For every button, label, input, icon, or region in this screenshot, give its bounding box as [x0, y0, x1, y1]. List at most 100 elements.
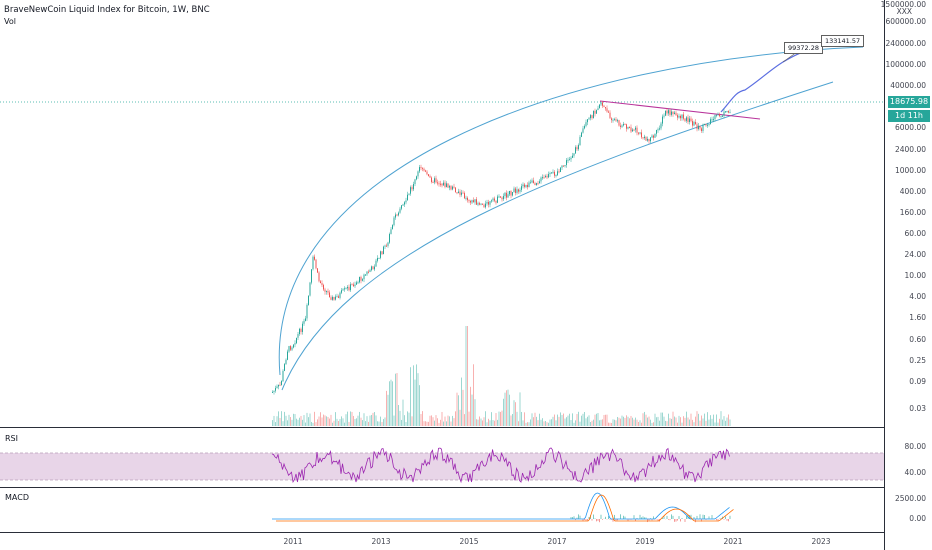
volume-bar [680, 417, 681, 426]
rsi-series [271, 447, 730, 484]
volume-bar [717, 422, 719, 426]
volume-bar [405, 421, 407, 426]
macd-histogram-bar [624, 516, 626, 519]
volume-bar [516, 411, 518, 426]
macd-line [272, 492, 730, 520]
macd-histogram-bar [689, 515, 690, 519]
channel-upper-curve[interactable] [278, 46, 864, 376]
volume-bar [669, 418, 671, 426]
volume-bar [641, 422, 642, 426]
volume-bar [480, 418, 482, 426]
volume-bar [282, 421, 284, 426]
volume-bar [408, 412, 410, 426]
macd-histogram-bar [587, 519, 588, 521]
volume-bar [636, 419, 638, 426]
volume-bar [386, 390, 387, 426]
macd-histogram-bar [693, 516, 695, 519]
volume-bar [326, 416, 327, 426]
volume-bar [638, 421, 639, 426]
macd-histogram-bar [600, 514, 602, 519]
volume-bar [591, 420, 593, 426]
volume-bar [705, 420, 707, 426]
volume-bar [528, 422, 530, 426]
descending-trendline[interactable] [599, 100, 761, 120]
volume-bar [687, 417, 689, 426]
volume-bar [581, 415, 582, 426]
volume-bar [300, 415, 302, 426]
volume-bar [392, 381, 393, 426]
volume-bar [417, 373, 419, 426]
volume-bar [726, 417, 728, 426]
macd-histogram-bar [726, 519, 728, 521]
volume-bar [719, 418, 720, 426]
volume-bar [281, 411, 282, 426]
volume-bar [363, 413, 365, 426]
volume-bar [389, 381, 390, 426]
target-callout-1[interactable]: 99372.28 [784, 42, 824, 54]
volume-bar [315, 422, 317, 426]
volume-bar [579, 421, 581, 426]
rsi-tick: 40.00 [904, 468, 926, 477]
macd-histogram-bar [674, 519, 675, 522]
macd-label: MACD [5, 493, 29, 502]
macd-histogram-bar [602, 519, 603, 520]
macd-histogram-bar [599, 519, 600, 523]
target-callout-2[interactable]: 133141.57 [821, 35, 865, 47]
macd-histogram-bar [677, 519, 678, 521]
volume-bar [428, 421, 429, 426]
macd-histogram-bar [695, 519, 696, 523]
volume-bar [507, 389, 509, 426]
volume-bar [272, 420, 273, 426]
macd-histogram-bar [681, 517, 683, 519]
volume-bar [465, 326, 467, 426]
macd-histogram-bar [573, 516, 575, 519]
price-tick: 400.00 [899, 187, 926, 196]
macd-histogram-bar [608, 515, 609, 519]
price-tick: 600000.00 [885, 17, 926, 26]
channel-lower-curve[interactable] [281, 81, 834, 391]
volume-bar [342, 418, 344, 426]
volume-bar [396, 373, 398, 426]
price-tick: 240000.00 [885, 39, 926, 48]
macd-histogram-bar [648, 519, 650, 521]
volume-bar [357, 415, 359, 426]
volume-bar [600, 419, 602, 426]
price-tick: 100000.00 [885, 60, 926, 69]
macd-histogram-bar [593, 514, 594, 519]
price-tick: 0.09 [909, 377, 926, 386]
volume-bar [612, 419, 614, 426]
time-tick: 2021 [723, 537, 743, 546]
volume-bar [296, 418, 297, 426]
rsi-tick: 80.00 [904, 442, 926, 451]
volume-bar [413, 365, 414, 426]
volume-bar [590, 422, 591, 426]
macd-histogram-bar [702, 514, 704, 519]
macd-histogram-bar [639, 514, 641, 519]
volume-bar [324, 415, 326, 426]
macd-histogram-bar [641, 517, 642, 519]
price-candle [272, 391, 273, 393]
rsi-band [0, 453, 884, 480]
volume-bar [320, 412, 321, 426]
volume-bar [432, 417, 434, 426]
volume-bar [335, 412, 336, 426]
volume-bar [677, 422, 678, 426]
volume-bar [728, 414, 729, 426]
volume-bar [551, 419, 552, 426]
macd-histogram-bar [605, 516, 606, 519]
volume-bar [546, 422, 548, 426]
volume-bar [399, 410, 401, 426]
time-tick: 2019 [635, 537, 655, 546]
price-projection[interactable] [720, 47, 816, 113]
macd-histogram-bar [614, 514, 615, 519]
macd-histogram-bar [579, 515, 581, 519]
volume-bar [279, 417, 281, 426]
volume-bar [554, 414, 555, 426]
volume-bar [278, 411, 279, 426]
volume-bar [630, 415, 632, 426]
volume-bar [681, 422, 683, 426]
volume-bar [632, 417, 633, 426]
volume-bar [317, 419, 318, 426]
macd-histogram-bar [575, 519, 576, 521]
